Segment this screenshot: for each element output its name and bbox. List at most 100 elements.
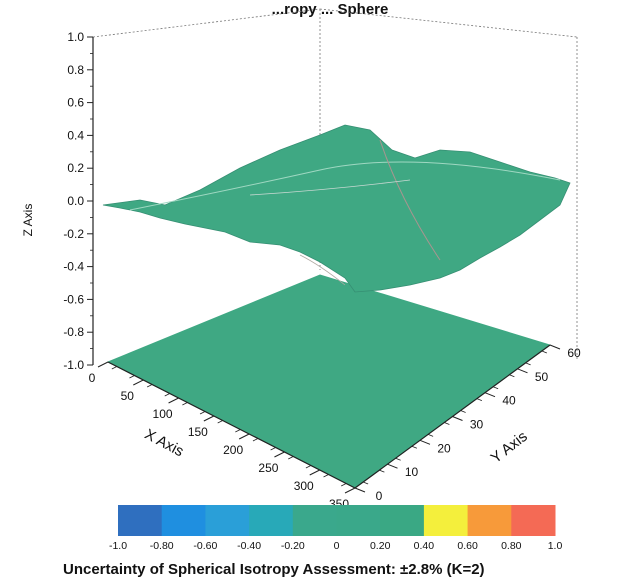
- surface-ridge-line: [129, 161, 561, 211]
- x-tick-mark: [97, 361, 109, 368]
- y-minor-tick: [460, 410, 466, 413]
- y-tick-label: 10: [405, 465, 419, 479]
- y-tick-label: 0: [376, 489, 383, 503]
- y-tick-label: 50: [535, 370, 549, 384]
- y-minor-tick: [379, 469, 385, 473]
- y-minor-tick: [444, 422, 450, 425]
- x-axis-title: X Axis: [142, 426, 187, 461]
- z-tick-label: -0.8: [63, 325, 84, 339]
- z-tick-label: 0.4: [67, 128, 84, 142]
- y-minor-tick: [427, 434, 434, 437]
- colorbar-tick-label: 0: [334, 540, 340, 552]
- y-axis: 0 10 20 30 40 50 60: [354, 344, 581, 503]
- y-minor-tick: [492, 386, 499, 390]
- z-axis-title: Z Axis: [21, 204, 35, 237]
- colorbar: [118, 505, 556, 536]
- z-tick-label: -0.4: [63, 260, 84, 274]
- x-axis-line: [107, 361, 356, 489]
- y-minor-tick: [395, 457, 401, 461]
- x-tick-mark: [344, 487, 356, 494]
- x-tick-mark: [203, 415, 215, 422]
- z-tick-label: 0.8: [67, 63, 84, 77]
- colorbar-segment: [161, 505, 206, 536]
- colorbar-tick-label: 1.0: [548, 540, 563, 552]
- back-top-edge-right: [319, 8, 578, 38]
- x-tick-label: 250: [258, 461, 278, 475]
- y-tick-label: 40: [502, 394, 516, 408]
- surface-crease-line-2: [249, 179, 411, 196]
- y-minor-tick: [362, 481, 369, 485]
- colorbar-tick-label: -0.60: [193, 540, 217, 552]
- x-minor-tick: [182, 402, 188, 406]
- y-tick-label: 20: [437, 441, 451, 455]
- z-tick-label: -0.2: [63, 227, 84, 241]
- x-tick-label: 50: [121, 389, 135, 403]
- y-minor-tick: [411, 445, 418, 449]
- x-minor-tick: [199, 411, 206, 415]
- colorbar-tick-label: -0.80: [150, 540, 174, 552]
- y-minor-tick: [541, 350, 548, 354]
- chart-title: ...ropy ... Sphere: [272, 1, 389, 18]
- x-minor-tick: [164, 393, 170, 397]
- x-minor-tick: [270, 447, 276, 451]
- colorbar-segment: [292, 505, 337, 536]
- x-tick-label: 100: [153, 407, 173, 421]
- y-tick-label: 30: [470, 418, 484, 432]
- colorbar-labels: -1.0 -0.80 -0.60 -0.40 -0.20 0 0.20 0.40 0.60 0.8…: [109, 540, 562, 552]
- z-tick-label: -0.6: [63, 292, 84, 306]
- x-tick-mark: [168, 397, 179, 404]
- x-minor-tick: [146, 384, 153, 388]
- colorbar-segment: [423, 505, 469, 536]
- x-minor-tick: [305, 465, 312, 469]
- y-tick-mark: [354, 487, 366, 493]
- y-tick-mark: [387, 463, 398, 469]
- x-minor-tick: [340, 483, 347, 487]
- y-tick-mark: [484, 392, 496, 398]
- chart-caption: Uncertainty of Spherical Isotropy Assess…: [63, 561, 485, 578]
- z-tick-label: 0.2: [67, 161, 84, 175]
- y-tick-mark: [549, 344, 561, 350]
- x-minor-tick: [217, 420, 223, 424]
- x-minor-tick: [111, 366, 118, 370]
- y-tick-mark: [517, 368, 528, 374]
- x-tick-label: 300: [294, 479, 314, 493]
- y-minor-tick: [509, 374, 515, 378]
- surface-crease-line-3: [299, 254, 346, 286]
- z-tick-label: -1.0: [63, 358, 84, 372]
- y-tick-label: 60: [567, 346, 581, 360]
- x-tick-mark: [133, 379, 144, 386]
- x-minor-tick: [323, 474, 329, 478]
- z-axis: 1.0 0.8 0.6 0.4 0.2 0.0 -0.2 -0.4 -0.6 -0.8 -1.0: [63, 30, 93, 372]
- x-tick-mark: [238, 433, 250, 440]
- surface-fill: [102, 124, 571, 293]
- x-tick-label: 0: [89, 371, 96, 385]
- x-tick-label: 200: [223, 443, 243, 457]
- x-minor-tick: [235, 429, 241, 433]
- x-tick-mark: [309, 469, 320, 476]
- colorbar-segment: [336, 505, 381, 536]
- colorbar-tick-label: 0.60: [457, 540, 478, 552]
- y-tick-mark: [419, 439, 431, 445]
- y-axis-title: Y Axis: [488, 428, 531, 467]
- colorbar-tick-label: -1.0: [109, 540, 127, 552]
- surface-crease-line: [379, 139, 441, 261]
- colorbar-segment: [511, 505, 556, 536]
- x-minor-tick: [288, 456, 294, 460]
- colorbar-tick-label: 0.20: [370, 540, 391, 552]
- x-tick-label: 150: [188, 425, 208, 439]
- z-tick-label: 0.0: [67, 194, 84, 208]
- colorbar-segment: [118, 505, 163, 536]
- colorbar-segment: [467, 505, 512, 536]
- colorbar-tick-label: 0.80: [501, 540, 522, 552]
- x-minor-tick: [129, 375, 135, 379]
- x-tick-mark: [274, 451, 285, 458]
- z-tick-label: 1.0: [67, 30, 84, 44]
- colorbar-segment: [205, 505, 250, 536]
- deviation-surface: [102, 124, 571, 293]
- colorbar-tick-label: -0.20: [281, 540, 305, 552]
- colorbar-segment: [249, 505, 294, 536]
- y-minor-tick: [525, 362, 531, 366]
- x-minor-tick: [252, 438, 259, 442]
- y-minor-tick: [476, 398, 483, 401]
